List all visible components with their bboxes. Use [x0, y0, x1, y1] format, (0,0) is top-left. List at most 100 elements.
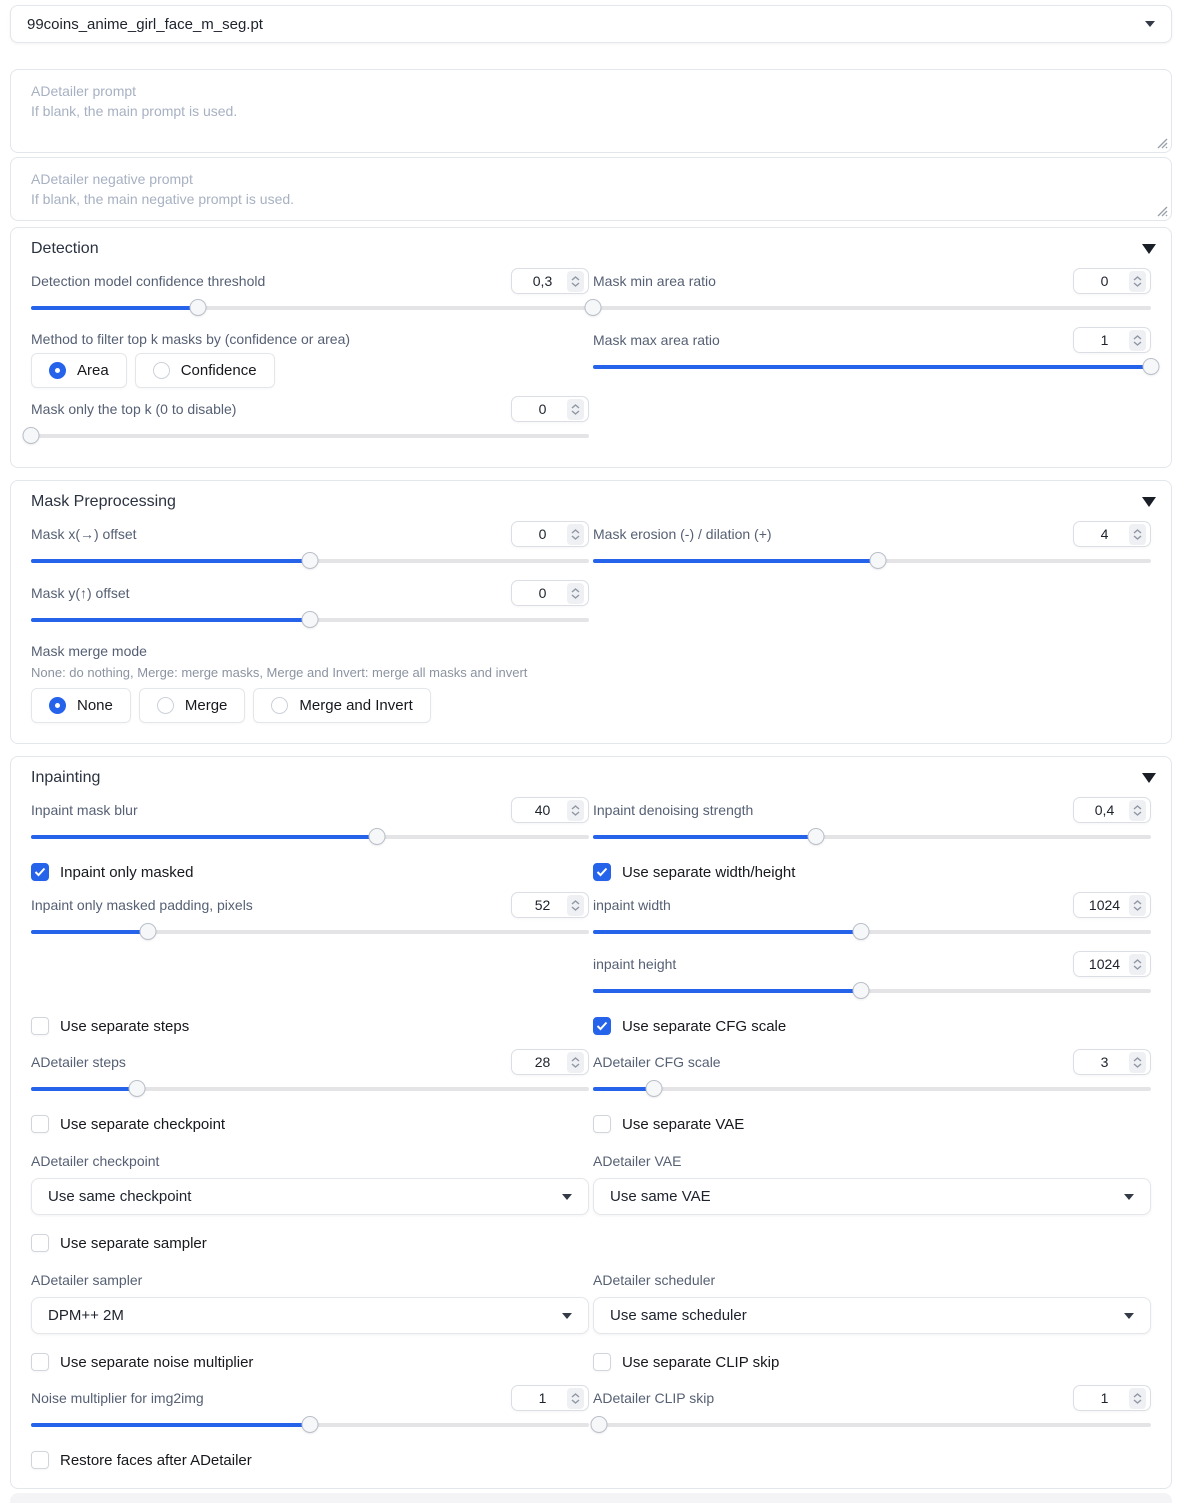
radio-confidence[interactable]: Confidence [134, 353, 275, 388]
inpaint-height-slider[interactable] [593, 982, 1151, 999]
denoising-slider[interactable] [593, 828, 1151, 845]
restore-faces-checkbox[interactable]: Restore faces after ADetailer [31, 1449, 252, 1471]
steps-slider[interactable] [31, 1080, 589, 1097]
adetailer-prompt-textarea[interactable]: ADetailer prompt If blank, the main prom… [10, 69, 1172, 153]
spinner-icon[interactable] [1129, 523, 1146, 545]
mask-min-number-input[interactable]: 0 [1073, 268, 1151, 294]
slider-thumb[interactable] [139, 923, 157, 940]
scheduler-dropdown[interactable]: Use same scheduler [593, 1297, 1151, 1334]
resize-grip-icon[interactable] [1157, 138, 1168, 149]
spinner-icon[interactable] [1129, 799, 1146, 821]
slider-thumb[interactable] [584, 299, 602, 316]
slider-thumb[interactable] [852, 923, 870, 940]
slider-thumb[interactable] [869, 552, 887, 569]
slider-thumb[interactable] [645, 1080, 663, 1097]
adetailer-negative-prompt-textarea[interactable]: ADetailer negative prompt If blank, the … [10, 157, 1172, 221]
resize-grip-icon[interactable] [1157, 206, 1168, 217]
mask-min-slider[interactable] [584, 299, 1151, 316]
radio-merge-and-invert[interactable]: Merge and Invert [253, 688, 431, 723]
confidence-number-input[interactable]: 0,3 [511, 268, 589, 294]
use-separate-clip-skip-checkbox[interactable]: Use separate CLIP skip [593, 1351, 779, 1373]
denoising-number-input[interactable]: 0,4 [1073, 797, 1151, 823]
radio-none[interactable]: None [31, 688, 131, 723]
spinner-icon[interactable] [567, 894, 584, 916]
noise-multiplier-slider[interactable] [31, 1416, 589, 1433]
slider-thumb[interactable] [301, 552, 319, 569]
slider-thumb[interactable] [807, 828, 825, 845]
slider-thumb[interactable] [590, 1416, 608, 1433]
noise-multiplier-number-input[interactable]: 1 [511, 1385, 589, 1411]
inpainting-title: Inpainting [31, 769, 101, 786]
collapse-arrow-icon[interactable] [1142, 773, 1156, 783]
spinner-icon[interactable] [1129, 953, 1146, 975]
spinner-icon[interactable] [1129, 894, 1146, 916]
spinner-icon[interactable] [1129, 329, 1146, 351]
padding-slider[interactable] [31, 923, 589, 940]
inpaint-only-masked-checkbox[interactable]: Inpaint only masked [31, 861, 193, 883]
mask-max-slider[interactable] [593, 358, 1160, 375]
inpaint-height-number-input[interactable]: 1024 [1073, 951, 1151, 977]
y-offset-number-input[interactable]: 0 [511, 580, 589, 606]
use-separate-cfg-checkbox[interactable]: Use separate CFG scale [593, 1015, 786, 1037]
inpaint-width-number-input[interactable]: 1024 [1073, 892, 1151, 918]
slider-thumb[interactable] [852, 982, 870, 999]
top-k-number-input[interactable]: 0 [511, 396, 589, 422]
spinner-icon[interactable] [1129, 1051, 1146, 1073]
checkbox-icon [31, 1451, 49, 1469]
use-separate-noise-checkbox[interactable]: Use separate noise multiplier [31, 1351, 253, 1373]
radio-area[interactable]: Area [31, 353, 127, 388]
spinner-icon[interactable] [1129, 270, 1146, 292]
clip-skip-slider[interactable] [590, 1416, 1151, 1433]
spinner-icon[interactable] [567, 398, 584, 420]
mask-blur-slider[interactable] [31, 828, 589, 845]
checkpoint-dropdown[interactable]: Use same checkpoint [31, 1178, 589, 1215]
erosion-slider[interactable] [593, 552, 1151, 569]
collapsed-section-strip[interactable] [10, 1493, 1172, 1503]
model-dropdown[interactable]: 99coins_anime_girl_face_m_seg.pt [10, 5, 1172, 43]
radio-dot-icon [271, 697, 289, 714]
slider-thumb[interactable] [301, 1416, 319, 1433]
slider-thumb[interactable] [22, 427, 40, 444]
spinner-icon[interactable] [567, 270, 584, 292]
cfg-slider[interactable] [593, 1080, 1151, 1097]
collapse-arrow-icon[interactable] [1142, 244, 1156, 254]
spinner-icon[interactable] [1129, 1387, 1146, 1409]
spinner-icon[interactable] [567, 1051, 584, 1073]
cfg-label: ADetailer CFG scale [593, 1054, 721, 1070]
inpaint-width-slider[interactable] [593, 923, 1151, 940]
mask-blur-number-input[interactable]: 40 [511, 797, 589, 823]
cfg-number-input[interactable]: 3 [1073, 1049, 1151, 1075]
collapse-arrow-icon[interactable] [1142, 497, 1156, 507]
mask-max-label: Mask max area ratio [593, 332, 720, 348]
spinner-icon[interactable] [567, 523, 584, 545]
slider-thumb[interactable] [189, 299, 207, 316]
use-separate-checkpoint-checkbox[interactable]: Use separate checkpoint [31, 1113, 225, 1135]
x-offset-number-input[interactable]: 0 [511, 521, 589, 547]
radio-dot-icon [152, 362, 170, 379]
slider-fill [593, 835, 817, 839]
slider-thumb[interactable] [128, 1080, 146, 1097]
sampler-dropdown[interactable]: DPM++ 2M [31, 1297, 589, 1334]
erosion-number-input[interactable]: 4 [1073, 521, 1151, 547]
use-separate-vae-checkbox[interactable]: Use separate VAE [593, 1113, 744, 1135]
clip-skip-number-input[interactable]: 1 [1073, 1385, 1151, 1411]
use-separate-sampler-checkbox[interactable]: Use separate sampler [31, 1232, 207, 1254]
confidence-slider[interactable] [31, 299, 589, 316]
spinner-icon[interactable] [567, 799, 584, 821]
x-offset-slider[interactable] [31, 552, 589, 569]
radio-merge[interactable]: Merge [138, 688, 246, 723]
vae-dropdown[interactable]: Use same VAE [593, 1178, 1151, 1215]
y-offset-slider[interactable] [31, 611, 589, 628]
use-separate-steps-checkbox[interactable]: Use separate steps [31, 1015, 189, 1037]
top-k-slider[interactable] [22, 427, 589, 444]
padding-number-input[interactable]: 52 [511, 892, 589, 918]
spinner-icon[interactable] [567, 1387, 584, 1409]
slider-thumb[interactable] [301, 611, 319, 628]
spinner-icon[interactable] [567, 582, 584, 604]
radio-dot-icon [49, 697, 66, 714]
mask-max-number-input[interactable]: 1 [1073, 327, 1151, 353]
use-separate-wh-checkbox[interactable]: Use separate width/height [593, 861, 795, 883]
steps-number-input[interactable]: 28 [511, 1049, 589, 1075]
slider-thumb[interactable] [368, 828, 386, 845]
slider-thumb[interactable] [1142, 358, 1160, 375]
